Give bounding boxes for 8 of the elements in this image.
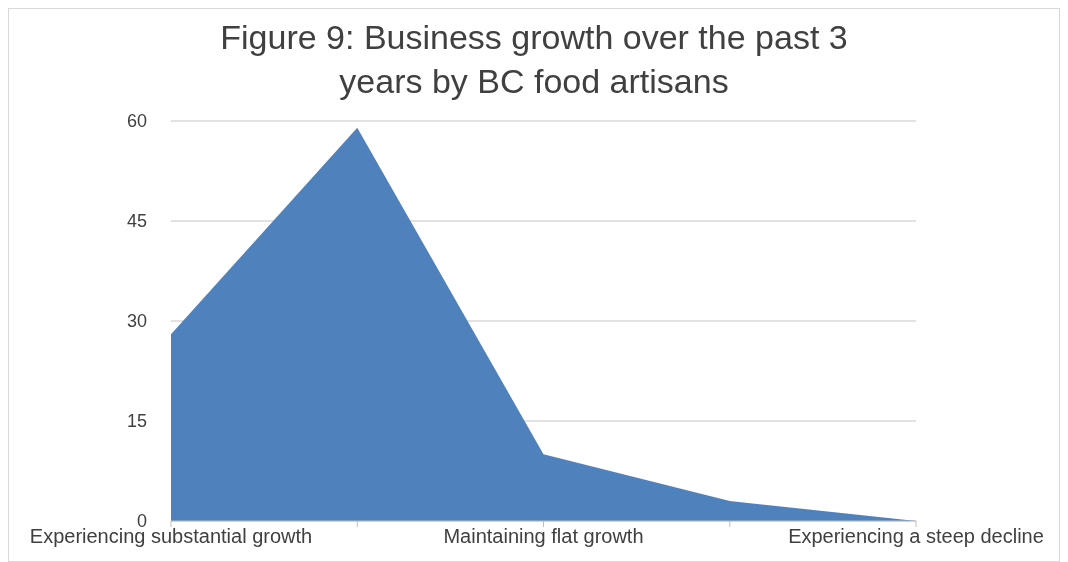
y-tick-label: 45 — [126, 211, 147, 232]
x-tick-label: Maintaining flat growth — [443, 525, 644, 548]
x-tick-label: Experiencing a steep decline — [788, 525, 1044, 548]
y-tick-label: 60 — [126, 111, 147, 132]
y-tick-label: 0 — [136, 511, 147, 532]
y-tick-label: 15 — [126, 411, 147, 432]
chart-title: Figure 9: Business growth over the past 3 years by BC food artisans — [219, 17, 849, 102]
y-tick-label: 30 — [126, 311, 147, 332]
